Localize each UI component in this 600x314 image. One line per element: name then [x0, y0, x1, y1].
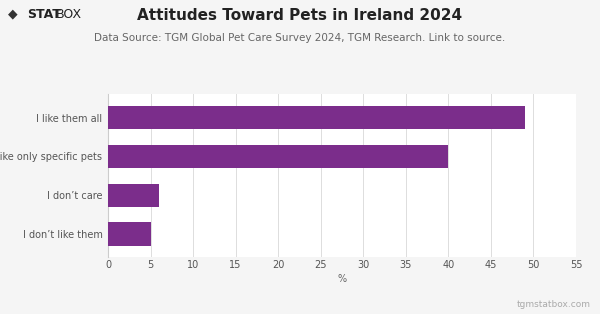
Text: tgmstatbox.com: tgmstatbox.com — [517, 300, 591, 309]
Text: BOX: BOX — [56, 8, 82, 21]
X-axis label: %: % — [337, 274, 347, 284]
Bar — [108, 184, 159, 207]
Bar — [108, 145, 448, 168]
Bar — [108, 106, 525, 129]
Text: ◆: ◆ — [8, 8, 17, 21]
Text: Attitudes Toward Pets in Ireland 2024: Attitudes Toward Pets in Ireland 2024 — [137, 8, 463, 23]
Text: Data Source: TGM Global Pet Care Survey 2024, TGM Research. Link to source.: Data Source: TGM Global Pet Care Survey … — [94, 33, 506, 43]
Text: STAT: STAT — [27, 8, 61, 21]
Bar — [108, 223, 151, 246]
